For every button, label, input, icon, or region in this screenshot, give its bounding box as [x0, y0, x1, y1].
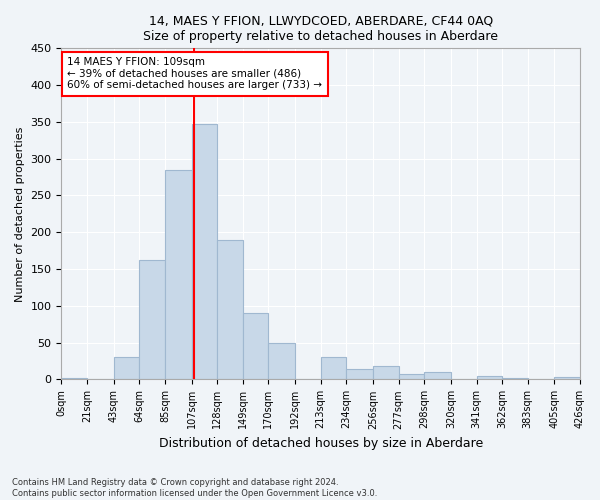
- Bar: [373, 366, 398, 380]
- Bar: [346, 369, 373, 380]
- Bar: [61, 378, 87, 380]
- Bar: [268, 342, 295, 380]
- Y-axis label: Number of detached properties: Number of detached properties: [15, 126, 25, 302]
- Bar: [476, 376, 502, 380]
- Bar: [191, 124, 217, 380]
- Bar: [243, 313, 268, 380]
- Bar: [424, 372, 451, 380]
- Text: 14 MAES Y FFION: 109sqm
← 39% of detached houses are smaller (486)
60% of semi-d: 14 MAES Y FFION: 109sqm ← 39% of detache…: [67, 57, 322, 90]
- X-axis label: Distribution of detached houses by size in Aberdare: Distribution of detached houses by size …: [158, 437, 483, 450]
- Bar: [217, 240, 243, 380]
- Text: Contains HM Land Registry data © Crown copyright and database right 2024.
Contai: Contains HM Land Registry data © Crown c…: [12, 478, 377, 498]
- Bar: [165, 170, 191, 380]
- Bar: [321, 358, 346, 380]
- Bar: [398, 374, 424, 380]
- Bar: [114, 358, 139, 380]
- Title: 14, MAES Y FFION, LLWYDCOED, ABERDARE, CF44 0AQ
Size of property relative to det: 14, MAES Y FFION, LLWYDCOED, ABERDARE, C…: [143, 15, 498, 43]
- Bar: [554, 377, 580, 380]
- Bar: [502, 378, 527, 380]
- Bar: [139, 260, 165, 380]
